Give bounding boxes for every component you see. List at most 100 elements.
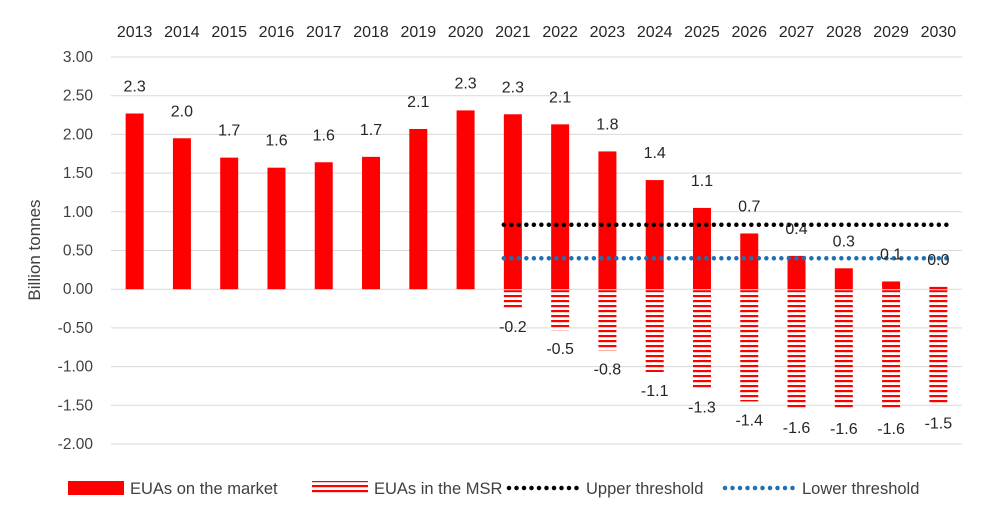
msr-value-label: -1.6: [783, 420, 811, 437]
data-labels: 2.3 2.0 1.7 1.6 1.6 1.7 2.1 2.3 2.3 2.1 1.8 1.4 1.1 0…: [124, 75, 953, 438]
market-value-label: 2.3: [124, 79, 146, 96]
y-tick-label: 0.50: [63, 243, 94, 260]
x-tick-label: 2026: [731, 24, 767, 41]
msr-bar: [692, 290, 711, 389]
market-bar: [172, 138, 191, 290]
market-value-label: 0.1: [880, 246, 902, 263]
msr-bar: [882, 290, 901, 410]
x-tick-label: 2022: [542, 24, 578, 41]
legend-swatch: [68, 481, 124, 495]
market-value-label: 1.7: [360, 122, 382, 139]
msr-bar: [503, 290, 522, 308]
x-tick-label: 2014: [164, 24, 200, 41]
market-value-label: 1.4: [644, 145, 666, 162]
x-tick-label: 2029: [873, 24, 909, 41]
bars: [125, 110, 948, 410]
legend-msr: EUAs in the MSR: [312, 480, 502, 498]
y-tick-label: 0.00: [63, 281, 94, 298]
x-tick-label: 2020: [448, 24, 484, 41]
threshold-lines: [501, 222, 950, 261]
x-axis-year-labels: 2013 2014 2015 2016 2017 2018 2019 2020 2021 2022…: [117, 24, 956, 41]
legend-lower: Lower threshold: [722, 480, 919, 498]
x-tick-label: 2027: [779, 24, 815, 41]
legend-upper: Upper threshold: [506, 480, 703, 498]
legend: EUAs on the market EUAs in the MSR Upper t…: [68, 480, 919, 498]
msr-value-label: -1.6: [830, 421, 858, 438]
market-bar: [314, 162, 333, 290]
market-value-label: 2.1: [549, 89, 571, 106]
y-tick-label: -1.00: [58, 359, 94, 376]
msr-bar: [740, 290, 759, 402]
y-tick-label: 1.00: [63, 204, 94, 221]
x-tick-label: 2025: [684, 24, 720, 41]
market-bar: [267, 167, 286, 290]
market-bar: [362, 156, 381, 290]
legend-label: EUAs on the market: [130, 480, 278, 498]
market-value-label: 2.3: [502, 79, 524, 96]
x-tick-label: 2013: [117, 24, 153, 41]
market-value-label: 1.6: [313, 127, 335, 144]
x-tick-label: 2015: [211, 24, 247, 41]
msr-value-label: -1.5: [925, 416, 953, 433]
legend-label: EUAs in the MSR: [374, 480, 502, 498]
y-tick-label: 2.00: [63, 126, 94, 143]
legend-market: EUAs on the market: [68, 480, 278, 498]
x-tick-label: 2016: [259, 24, 295, 41]
msr-value-label: -1.4: [735, 412, 763, 429]
market-bar: [787, 255, 806, 290]
market-bar: [598, 151, 617, 290]
market-bar: [456, 110, 475, 290]
msr-value-label: -0.5: [546, 341, 574, 358]
market-value-label: 2.1: [407, 94, 429, 111]
market-value-label: 2.0: [171, 103, 193, 120]
market-value-label: 1.8: [596, 116, 618, 133]
market-bar: [551, 124, 570, 290]
market-bar: [740, 233, 759, 290]
y-tick-label: -1.50: [58, 397, 94, 414]
legend-label: Lower threshold: [802, 480, 919, 498]
x-tick-label: 2030: [921, 24, 957, 41]
y-tick-label: 2.50: [63, 88, 94, 105]
market-bar: [220, 157, 239, 290]
msr-value-label: -1.6: [877, 421, 905, 438]
x-tick-label: 2028: [826, 24, 862, 41]
y-tick-label: -2.00: [58, 436, 94, 453]
market-bar: [409, 128, 428, 290]
market-value-label: 0.3: [833, 233, 855, 250]
y-axis-title: Billion tonnes: [25, 199, 44, 300]
market-value-label: 1.1: [691, 173, 713, 190]
y-tick-label: -0.50: [58, 320, 94, 337]
x-tick-label: 2019: [401, 24, 437, 41]
x-tick-label: 2023: [590, 24, 626, 41]
msr-bar: [645, 290, 664, 373]
x-tick-label: 2024: [637, 24, 673, 41]
market-bar: [125, 113, 144, 290]
legend-swatch: [312, 481, 368, 495]
legend-label: Upper threshold: [586, 480, 703, 498]
x-tick-label: 2017: [306, 24, 342, 41]
msr-bar: [929, 290, 948, 405]
market-value-label: 2.3: [454, 75, 476, 92]
market-bar: [882, 281, 901, 290]
market-value-label: 0.4: [785, 221, 807, 238]
msr-bar: [787, 290, 806, 410]
y-tick-label: 1.50: [63, 165, 94, 182]
market-bar: [929, 286, 948, 290]
market-bar: [834, 268, 853, 290]
market-bar: [645, 180, 664, 290]
x-tick-label: 2018: [353, 24, 389, 41]
y-axis-tick-labels: 3.00 2.50 2.00 1.50 1.00 0.50 0.00 -0.50 -1.00 -1…: [58, 49, 94, 453]
market-value-label: 0.7: [738, 198, 760, 215]
msr-value-label: -1.3: [688, 399, 716, 416]
msr-bar: [551, 290, 570, 331]
y-tick-label: 3.00: [63, 49, 94, 66]
msr-bar: [834, 290, 853, 410]
x-tick-label: 2021: [495, 24, 531, 41]
market-bar: [503, 114, 522, 290]
market-value-label: 1.7: [218, 123, 240, 140]
market-value-label: 1.6: [265, 133, 287, 150]
msr-value-label: -0.8: [594, 361, 622, 378]
market-bar: [692, 207, 711, 290]
msr-value-label: -1.1: [641, 383, 669, 400]
